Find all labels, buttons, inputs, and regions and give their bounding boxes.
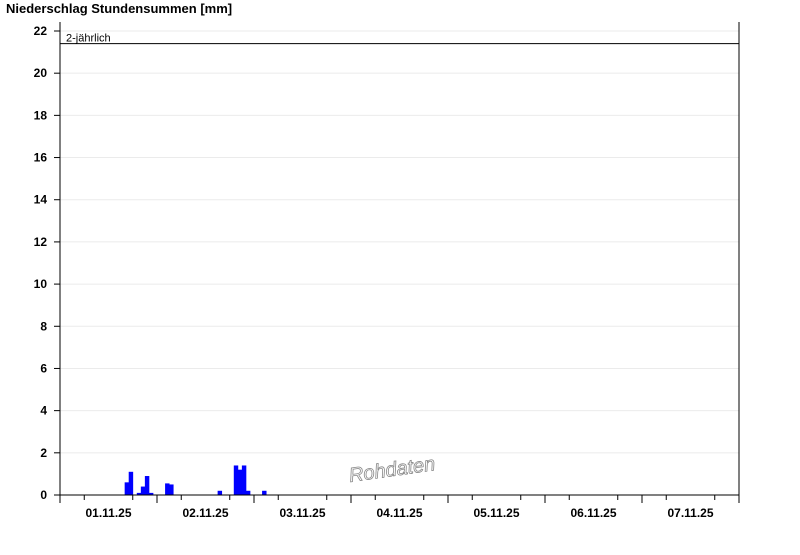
x-tick-label: 06.11.25: [570, 506, 616, 520]
y-tick-label: 12: [34, 235, 48, 249]
x-axis-ticks: 01.11.25 02.11.25 03.11.25 04.11.25 05.11.25…: [59, 495, 740, 520]
bar: [136, 492, 142, 495]
y-tick-label: 8: [40, 319, 47, 333]
bar: [144, 476, 150, 495]
x-tick-label: 03.11.25: [279, 506, 325, 520]
y-tick-label: 22: [34, 24, 48, 38]
bar: [140, 486, 146, 495]
y-tick-label: 4: [40, 404, 47, 418]
chart-title: Niederschlag Stundensummen [mm]: [6, 1, 232, 16]
bar: [169, 484, 174, 495]
bar: [128, 471, 134, 495]
y-tick-label: 6: [40, 361, 47, 375]
bars: [124, 465, 267, 495]
bar: [233, 465, 239, 495]
x-tick-label: 05.11.25: [473, 506, 519, 520]
y-tick-label: 16: [34, 151, 48, 165]
bar: [124, 482, 130, 495]
y-tick-label: 0: [40, 488, 47, 502]
bar: [237, 469, 243, 495]
x-tick-label: 02.11.25: [182, 506, 228, 520]
bar: [241, 465, 247, 495]
bar: [245, 490, 251, 495]
y-tick-label: 18: [34, 108, 48, 122]
y-tick-label: 2: [40, 446, 47, 460]
threshold-label: 2-jährlich: [66, 33, 111, 45]
watermark: Rohdaten: [348, 453, 437, 487]
y-tick-label: 20: [34, 66, 48, 80]
x-tick-label: 04.11.25: [376, 506, 422, 520]
axes: [59, 22, 740, 496]
x-tick-label: 07.11.25: [667, 506, 713, 520]
y-tick-label: 14: [34, 193, 48, 207]
y-tick-label: 10: [34, 277, 48, 291]
bar: [217, 490, 223, 495]
bar: [262, 490, 267, 495]
gridlines: [60, 30, 739, 454]
x-tick-label: 01.11.25: [85, 506, 131, 520]
bar: [148, 492, 154, 495]
y-axis-ticks: 0 2 4 6 8 10 12 14 16 18 20 22: [34, 24, 60, 502]
bar: [165, 483, 170, 495]
